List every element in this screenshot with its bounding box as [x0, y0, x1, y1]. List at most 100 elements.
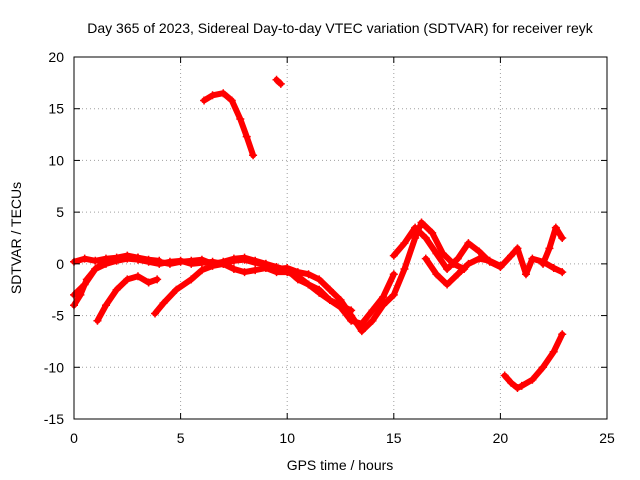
data-point: [236, 115, 245, 124]
data-point: [229, 265, 238, 274]
data-point: [453, 254, 462, 263]
data-point: [475, 247, 484, 256]
data-point: [197, 255, 206, 264]
y-tick-label: 15: [48, 101, 64, 117]
data-point: [229, 254, 238, 263]
data-point: [453, 270, 462, 279]
data-point: [304, 280, 313, 289]
data-point: [545, 244, 554, 253]
data-point: [464, 239, 473, 248]
data-point: [325, 285, 334, 294]
data-point: [240, 268, 249, 277]
data-point: [219, 89, 228, 98]
y-tick-label: 5: [56, 204, 64, 220]
data-point: [80, 280, 89, 289]
tick-layer: 0 5 10 15 20 25 -15 -10 -5 0 5 10 15 20: [44, 49, 615, 446]
data-point: [249, 151, 258, 160]
data-point: [496, 261, 505, 270]
data-point: [155, 256, 164, 265]
data-point: [219, 259, 228, 268]
data-point: [187, 256, 196, 265]
data-point: [240, 253, 249, 262]
y-tick-label: 0: [56, 256, 64, 272]
data-point: [549, 263, 558, 272]
data-point: [123, 275, 132, 284]
data-point: [227, 96, 236, 105]
data-point: [80, 254, 89, 263]
series-arc-k: [501, 331, 566, 391]
y-axis-label: SDTVAR / TECUs: [8, 182, 24, 294]
data-point: [421, 254, 430, 263]
data-point: [208, 261, 217, 270]
data-point: [389, 290, 398, 299]
data-point: [144, 255, 153, 264]
data-point: [417, 218, 426, 227]
data-point: [432, 270, 441, 279]
data-point: [242, 132, 251, 141]
data-point: [325, 296, 334, 305]
data-point: [283, 268, 292, 277]
data-point: [400, 265, 409, 274]
data-point: [528, 254, 537, 263]
data-point: [208, 91, 217, 100]
data-point: [539, 259, 548, 268]
data-point: [507, 378, 516, 387]
data-point: [549, 347, 558, 356]
data-point: [112, 253, 121, 262]
data-point: [513, 244, 522, 253]
data-point: [528, 375, 537, 384]
data-point: [144, 278, 153, 287]
data-point: [251, 266, 260, 275]
x-tick-label: 5: [177, 430, 185, 446]
data-point: [293, 272, 302, 281]
data-point: [379, 292, 388, 301]
y-tick-label: -5: [52, 308, 65, 324]
data-point: [400, 239, 409, 248]
data-point: [336, 301, 345, 310]
data-point: [304, 270, 313, 279]
y-tick-label: -15: [44, 411, 64, 427]
data-point: [91, 265, 100, 274]
data-point: [112, 285, 121, 294]
data-point: [411, 223, 420, 232]
data-point: [172, 285, 181, 294]
data-point: [261, 263, 270, 272]
x-tick-label: 25: [599, 430, 615, 446]
y-tick-label: -10: [44, 359, 64, 375]
data-point: [558, 268, 567, 277]
data-point: [251, 256, 260, 265]
data-point: [357, 327, 366, 336]
data-point: [93, 316, 102, 325]
data-point: [159, 299, 168, 308]
data-point: [347, 306, 356, 315]
data-point: [389, 270, 398, 279]
x-tick-label: 15: [386, 430, 402, 446]
data-point: [165, 259, 174, 268]
data-point: [91, 256, 100, 265]
data-point: [151, 309, 160, 318]
data-point: [187, 275, 196, 284]
data-point: [368, 316, 377, 325]
data-point: [368, 306, 377, 315]
data-point: [464, 259, 473, 268]
x-axis-label: GPS time / hours: [287, 457, 394, 473]
x-tick-label: 20: [493, 430, 509, 446]
data-point: [133, 253, 142, 262]
data-point: [500, 371, 509, 380]
plot-frame: [73, 56, 608, 420]
series-arc-j: [540, 224, 566, 267]
data-point: [315, 288, 324, 297]
data-point: [443, 280, 452, 289]
data-point: [551, 223, 560, 232]
data-point: [475, 254, 484, 263]
series-layer: [70, 75, 567, 392]
data-point: [357, 319, 366, 328]
y-tick-label: 20: [48, 49, 64, 65]
data-point: [101, 254, 110, 263]
data-point: [315, 275, 324, 284]
data-point: [521, 270, 530, 279]
data-point: [153, 275, 162, 284]
data-point: [379, 301, 388, 310]
data-point: [133, 272, 142, 281]
